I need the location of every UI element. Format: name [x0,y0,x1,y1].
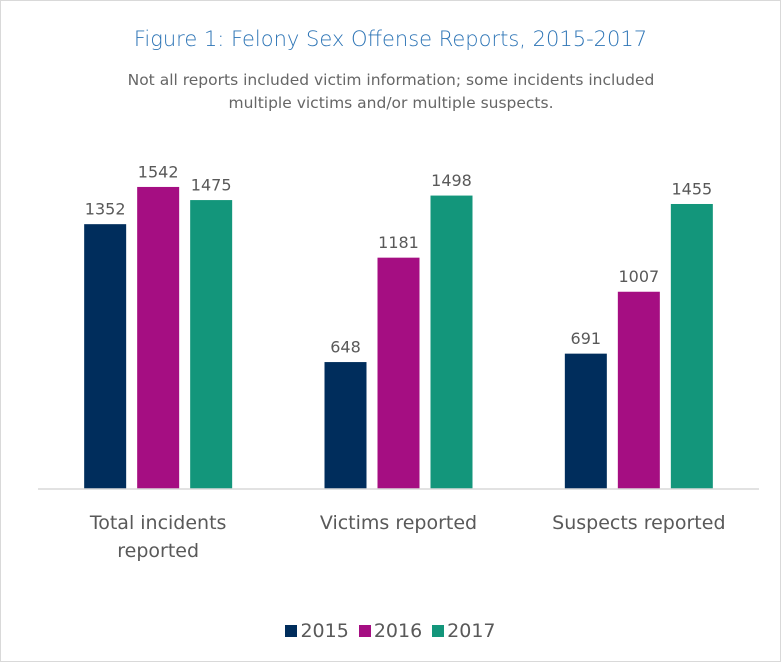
legend-item: 2017 [432,620,496,642]
value-label: 1475 [191,176,232,195]
legend-label: 2016 [373,620,423,642]
x-tick-label: Total incidents reported [89,512,227,562]
bar [324,362,367,489]
x-tick-label: Suspects reported [552,512,726,534]
value-label: 1181 [378,233,419,252]
legend-swatch [285,625,298,637]
legend-item: 2015 [285,620,349,642]
bar [190,200,233,489]
legend-swatch [432,625,445,637]
chart-subtitle: Not all reports included victim informat… [127,71,655,112]
x-tick-label: Victims reported [319,512,478,534]
value-label: 1455 [671,179,712,198]
chart-title: Figure 1: Felony Sex Offense Reports, 20… [133,27,648,51]
value-label: 1007 [618,267,659,286]
bar [564,353,607,489]
value-label: 648 [330,338,361,357]
bar [670,203,713,489]
value-label: 1352 [85,200,126,219]
value-label: 691 [571,329,602,348]
value-label: 1542 [138,162,179,181]
legend-item: 2016 [358,620,423,642]
bar [137,186,180,490]
value-label: 1498 [431,171,472,190]
bar [617,291,660,489]
legend-swatch [358,625,371,637]
legend-label: 2015 [300,620,349,642]
bar [430,195,473,489]
bar [377,257,420,489]
bar [84,224,127,489]
legend: 2015 2016 2017 [1,620,780,642]
legend-label: 2017 [447,620,496,642]
